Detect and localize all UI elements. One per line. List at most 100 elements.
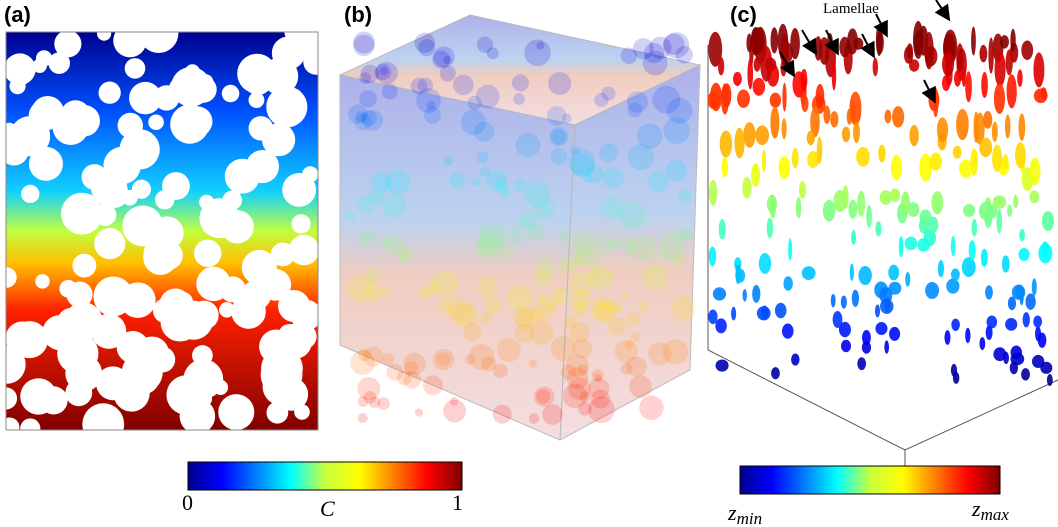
inclusion bbox=[35, 50, 53, 67]
cloud bbox=[381, 353, 395, 366]
cloud bbox=[467, 95, 482, 111]
cloud bbox=[551, 287, 568, 305]
lamella bbox=[856, 146, 870, 167]
cloud bbox=[363, 346, 384, 367]
cloud bbox=[561, 364, 577, 381]
inclusion bbox=[276, 90, 297, 111]
lamella bbox=[890, 154, 903, 181]
inclusion bbox=[219, 276, 246, 303]
lamella bbox=[788, 238, 793, 261]
cloud bbox=[433, 46, 455, 68]
inclusion bbox=[8, 326, 32, 350]
cloud bbox=[589, 296, 614, 321]
cloud bbox=[381, 83, 398, 100]
lamella bbox=[822, 199, 836, 222]
lamella bbox=[1038, 243, 1053, 264]
lamella bbox=[884, 340, 890, 354]
cloud bbox=[475, 230, 503, 258]
lamella bbox=[904, 236, 918, 251]
inclusion bbox=[113, 375, 150, 412]
lamella bbox=[906, 43, 913, 59]
inclusion bbox=[143, 240, 178, 275]
cloud bbox=[564, 316, 578, 330]
lamella bbox=[1001, 255, 1010, 273]
lamella bbox=[991, 121, 998, 143]
cloud bbox=[410, 77, 428, 95]
cloud bbox=[359, 72, 372, 84]
cloud bbox=[570, 231, 596, 256]
cloud bbox=[432, 50, 451, 69]
lamella bbox=[715, 318, 727, 334]
cloud bbox=[588, 396, 615, 424]
cloud bbox=[641, 263, 669, 291]
cloud bbox=[605, 300, 620, 315]
lamella bbox=[842, 185, 849, 210]
lamella bbox=[851, 289, 860, 307]
inclusion bbox=[148, 114, 164, 131]
lamella bbox=[734, 127, 745, 159]
lamella bbox=[841, 126, 851, 143]
inclusion bbox=[162, 172, 190, 200]
cloud bbox=[671, 253, 686, 268]
lamella bbox=[888, 264, 900, 281]
cloud bbox=[620, 237, 637, 255]
lamella bbox=[857, 190, 866, 217]
lamella bbox=[735, 264, 741, 285]
colorbar-end: zmin bbox=[727, 500, 762, 527]
colorbar-label: C bbox=[320, 496, 335, 521]
cloud bbox=[501, 235, 510, 245]
lamella bbox=[978, 201, 993, 221]
lamella bbox=[961, 66, 966, 87]
cloud bbox=[472, 177, 482, 187]
cloud bbox=[591, 369, 604, 382]
lamella bbox=[951, 318, 960, 331]
inclusion bbox=[248, 92, 265, 109]
cloud bbox=[360, 64, 380, 84]
lamella bbox=[715, 359, 729, 372]
cloud bbox=[575, 242, 601, 268]
lamella bbox=[959, 159, 973, 179]
cloud bbox=[671, 295, 696, 321]
lamella bbox=[952, 371, 960, 384]
lamella bbox=[875, 23, 883, 57]
lamella bbox=[1025, 293, 1036, 310]
cloud bbox=[594, 301, 616, 323]
cloud bbox=[550, 335, 576, 362]
cloud bbox=[519, 210, 538, 230]
cloud bbox=[513, 93, 526, 105]
lamella bbox=[848, 199, 858, 219]
lamella bbox=[1018, 248, 1030, 261]
cloud bbox=[418, 39, 436, 57]
cloud bbox=[577, 298, 587, 308]
lamella bbox=[1022, 312, 1030, 328]
lamella bbox=[708, 179, 718, 206]
cloud bbox=[381, 193, 407, 218]
lamella bbox=[840, 295, 847, 309]
cloud bbox=[414, 32, 435, 53]
lamella bbox=[746, 33, 753, 53]
inclusion bbox=[221, 84, 240, 103]
cloud bbox=[365, 267, 381, 284]
colorbar bbox=[739, 465, 1001, 495]
cloud bbox=[566, 367, 589, 389]
lamella bbox=[742, 176, 752, 199]
lamella bbox=[769, 194, 777, 219]
cloud bbox=[496, 338, 521, 363]
cube-right bbox=[559, 64, 701, 441]
lamella bbox=[850, 230, 857, 245]
inclusion bbox=[122, 205, 164, 247]
inclusion bbox=[266, 401, 289, 424]
inclusion bbox=[82, 403, 125, 430]
lamella bbox=[832, 311, 843, 328]
lamella bbox=[965, 327, 971, 344]
cloud bbox=[551, 129, 567, 145]
lamella bbox=[1018, 113, 1026, 141]
lamella bbox=[929, 152, 943, 171]
lamella bbox=[965, 71, 972, 103]
cloud bbox=[608, 237, 620, 249]
inclusion bbox=[54, 32, 82, 58]
lamella bbox=[708, 309, 718, 325]
cloud bbox=[515, 132, 541, 158]
inclusion bbox=[131, 179, 152, 199]
cloud bbox=[500, 188, 511, 199]
